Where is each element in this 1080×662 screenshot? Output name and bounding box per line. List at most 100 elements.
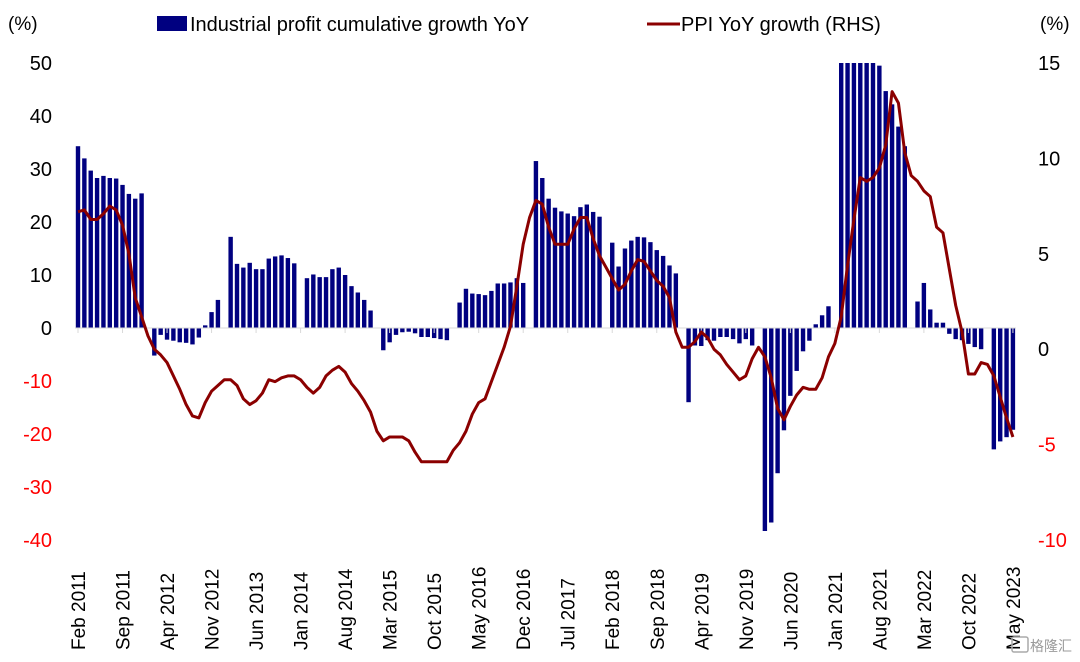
bar	[272, 256, 278, 328]
bar	[495, 283, 500, 328]
right-tick-label: -10	[1038, 530, 1067, 552]
bar	[616, 266, 621, 328]
x-tick-label: Apr 2019	[692, 573, 713, 650]
bar	[381, 328, 386, 351]
bar	[521, 282, 526, 328]
bar	[889, 104, 895, 328]
bar	[489, 290, 494, 328]
left-tick-label: 40	[30, 106, 52, 128]
x-tick-label: Aug 2021	[870, 569, 891, 650]
x-tick-label: Jun 2013	[247, 572, 268, 650]
bar	[425, 328, 430, 338]
x-axis: Feb 2011 Sep 2011 Apr 2012 Nov 2012 Jun 2013…	[69, 567, 1025, 650]
bar	[444, 328, 450, 341]
bar	[412, 328, 418, 334]
bar	[610, 242, 615, 328]
bar	[101, 175, 106, 328]
x-tick-label: Dec 2016	[514, 569, 535, 650]
bar	[883, 91, 888, 328]
bar	[501, 283, 507, 328]
x-tick-label: Sep 2018	[648, 569, 669, 650]
watermark: 格隆汇	[1011, 636, 1072, 655]
bar	[431, 328, 437, 339]
bar	[724, 328, 729, 338]
bar	[654, 250, 659, 328]
bar	[234, 263, 240, 328]
bar	[781, 328, 787, 431]
left-tick-label: 0	[41, 318, 52, 340]
x-tick-label: Aug 2014	[336, 568, 357, 650]
left-axis-unit: (%)	[8, 14, 38, 35]
x-tick-label: Jan 2021	[826, 572, 847, 650]
left-axis: 50 40 30 20 10 0 -10 -20 -30 -40	[23, 53, 52, 552]
bar	[590, 211, 596, 328]
bar	[164, 328, 170, 340]
bar	[463, 288, 469, 328]
bar	[972, 328, 977, 348]
bar	[597, 216, 602, 328]
bar	[253, 269, 259, 328]
bar	[113, 178, 119, 328]
bar	[88, 170, 93, 328]
left-tick-label: -10	[23, 371, 52, 393]
bar	[953, 328, 958, 340]
right-tick-label: -5	[1038, 435, 1056, 457]
x-tick-label: Mar 2022	[915, 570, 936, 650]
bar	[355, 292, 361, 328]
bar	[794, 328, 799, 371]
bar	[921, 282, 927, 328]
x-tick-label: Oct 2015	[425, 573, 446, 650]
bar	[718, 328, 723, 338]
bar	[266, 258, 271, 328]
bar	[215, 299, 221, 328]
bar	[622, 248, 628, 328]
bar	[578, 207, 583, 328]
left-tick-label: 30	[30, 159, 52, 181]
bar	[858, 63, 863, 328]
bar	[947, 328, 952, 334]
bar	[819, 315, 825, 328]
bar	[152, 328, 157, 356]
bar	[120, 184, 125, 328]
bar	[196, 328, 202, 338]
bar	[406, 328, 411, 332]
bar	[813, 324, 818, 328]
left-tick-label: -40	[23, 530, 52, 552]
x-tick-label: Sep 2011	[114, 570, 135, 650]
bar	[730, 328, 736, 340]
legend-label-profit: Industrial profit cumulative growth YoY	[190, 14, 529, 36]
bar	[800, 328, 806, 352]
left-tick-label: -20	[23, 424, 52, 446]
right-axis: 15 10 5 0 -5 -10	[1038, 53, 1067, 552]
bar	[788, 328, 793, 396]
bar	[775, 328, 780, 474]
x-tick-label: Jul 2017	[559, 578, 580, 650]
bar	[864, 63, 869, 328]
bar	[826, 306, 831, 328]
bar	[508, 282, 513, 328]
bar	[82, 158, 87, 328]
watermark-logo-icon	[1011, 636, 1029, 653]
x-tick-label: Feb 2018	[603, 570, 624, 650]
legend-bar-swatch	[157, 16, 187, 31]
bar	[171, 328, 176, 341]
bar	[292, 263, 297, 328]
bar	[393, 328, 399, 335]
bar	[978, 328, 984, 350]
bar	[966, 328, 971, 344]
bar	[660, 255, 666, 328]
bar	[934, 322, 939, 328]
bar	[699, 328, 704, 347]
bar	[552, 207, 558, 328]
bar	[368, 310, 373, 328]
left-tick-label: 10	[30, 265, 52, 287]
bar	[311, 274, 316, 328]
x-tick-label: Oct 2022	[959, 573, 980, 650]
bar	[457, 302, 462, 328]
bar	[139, 193, 144, 328]
bar	[241, 267, 246, 328]
bar	[559, 211, 564, 328]
bar	[915, 301, 920, 328]
bar	[737, 328, 742, 344]
